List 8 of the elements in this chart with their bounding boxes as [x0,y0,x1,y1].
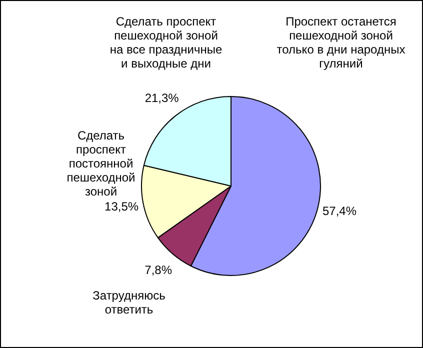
slice-label: Сделать проспект пешеходной зоной на все праздничные и выходные дни [110,14,222,70]
data-label: 7,8% [144,262,172,277]
slice-label: Затрудняюсь ответить [92,288,166,316]
slice-label: Сделать проспект постоянной пешеходной зоной [66,128,136,198]
slice-label: Проспект останется пешеходной зоной только в дни народных гуляний [276,14,406,70]
data-label: 13,5% [104,200,139,214]
data-label: 21,3% [144,90,180,105]
data-label: 57,4% [322,204,357,218]
